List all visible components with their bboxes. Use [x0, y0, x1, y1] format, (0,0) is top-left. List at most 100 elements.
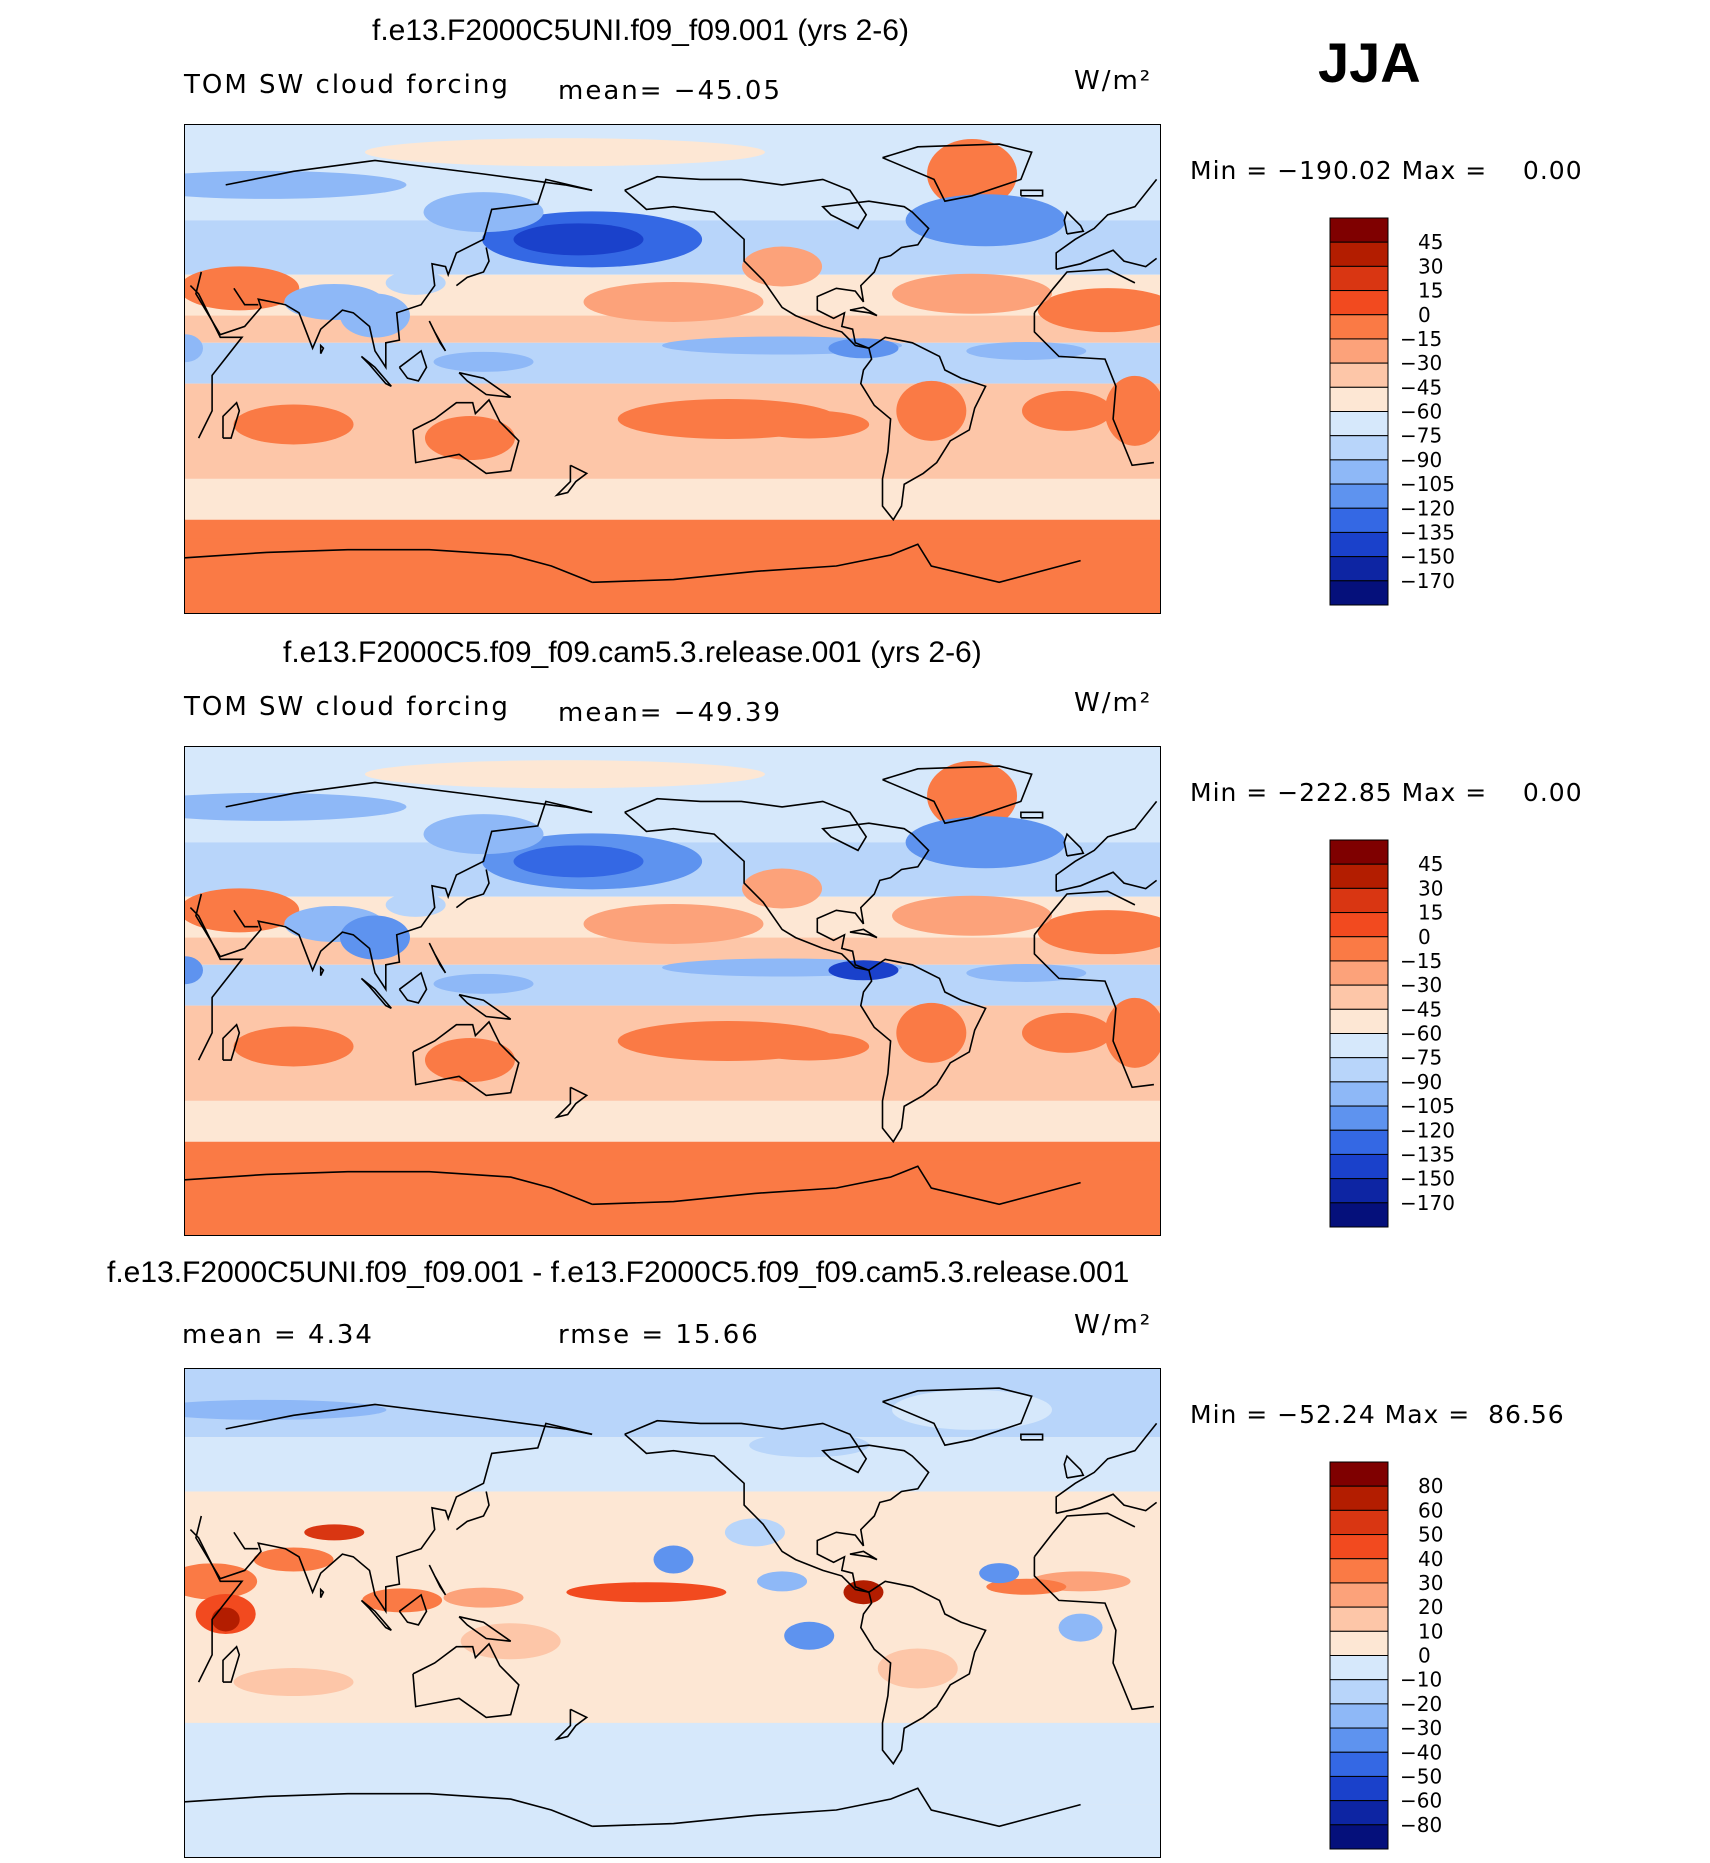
colorbar-tick-label: −120 [1400, 1118, 1455, 1142]
colorbar-swatch [1329, 1703, 1389, 1729]
panel-2-colorbar: 45 30 15 0 −15 −30 −45 −60 −75 −90 −105 −120 −135 −15… [1329, 839, 1470, 1228]
colorbar-swatch [1329, 1461, 1389, 1487]
colorbar-swatch [1329, 1655, 1389, 1681]
panel-2-variable-label: TOM SW cloud forcing [184, 692, 510, 722]
panel-1-units-label: W/m² [1074, 66, 1153, 96]
colorbar-tick-label: −60 [1400, 1789, 1442, 1813]
colorbar-tick-label: 0 [1418, 303, 1431, 327]
colorbar-swatch [1329, 1727, 1389, 1753]
colorbar-swatch [1329, 1800, 1389, 1826]
panel-1-mean-label: mean= −45.05 [558, 76, 783, 106]
colorbar-swatch [1329, 411, 1389, 437]
panel-3-colorbar: 80 60 50 40 30 20 10 0 −10 −20 −30 −40 −50 −60 −80 [1329, 1461, 1470, 1850]
colorbar-tick-label: −30 [1400, 1716, 1442, 1740]
colorbar-tick-label: −90 [1400, 1070, 1442, 1094]
colorbar-swatch [1329, 1606, 1389, 1632]
colorbar-swatch [1329, 1824, 1389, 1850]
colorbar-tick-label: −60 [1400, 400, 1442, 424]
panel-1-minmax: Min = −190.02 Max = 0.00 [1190, 156, 1583, 185]
colorbar-tick-label: 0 [1418, 1644, 1431, 1668]
colorbar-tick-label: −15 [1400, 949, 1442, 973]
panel-1-colorbar: 45 30 15 0 −15 −30 −45 −60 −75 −90 −105 −120 −135 −15… [1329, 217, 1470, 606]
colorbar-tick-label: −75 [1400, 1046, 1442, 1070]
colorbar-tick-label: 45 [1418, 230, 1443, 254]
colorbar-tick-label: 60 [1418, 1498, 1443, 1522]
colorbar-swatch [1329, 241, 1389, 267]
colorbar-tick-label: −120 [1400, 496, 1455, 520]
season-label: JJA [1318, 31, 1421, 94]
map-field [185, 747, 1160, 1235]
colorbar-tick-label: −105 [1400, 1094, 1455, 1118]
panel-1-map [184, 124, 1161, 614]
colorbar-swatch [1329, 1202, 1389, 1228]
colorbar-tick-label: −170 [1400, 1191, 1455, 1215]
colorbar-tick-label: −170 [1400, 569, 1455, 593]
panel-2-units-label: W/m² [1074, 688, 1153, 718]
colorbar-swatch [1329, 314, 1389, 340]
colorbar-tick-label: −20 [1400, 1692, 1442, 1716]
colorbar-swatch [1329, 556, 1389, 582]
colorbar-tick-label: −150 [1400, 1167, 1455, 1191]
colorbar-swatch [1329, 1033, 1389, 1059]
colorbar-tick-label: −10 [1400, 1668, 1442, 1692]
colorbar-tick-label: −105 [1400, 472, 1455, 496]
colorbar-swatch [1329, 1558, 1389, 1584]
panel-3-rmse-label: rmse = 15.66 [558, 1320, 760, 1350]
colorbar-tick-label: −90 [1400, 448, 1442, 472]
colorbar-swatch [1329, 265, 1389, 292]
panel-2-map [184, 746, 1161, 1236]
colorbar-swatch [1329, 531, 1389, 558]
colorbar-tick-label: 0 [1418, 925, 1431, 949]
colorbar-swatch [1329, 217, 1389, 243]
colorbar-swatch [1329, 507, 1389, 533]
colorbar-swatch [1329, 839, 1389, 865]
colorbar-swatch [1329, 960, 1389, 986]
panel-1-title: f.e13.F2000C5UNI.f09_f09.001 (yrs 2-6) [372, 14, 909, 47]
colorbar-swatch [1329, 936, 1389, 962]
colorbar-tick-label: −40 [1400, 1740, 1442, 1764]
colorbar-tick-label: −150 [1400, 545, 1455, 569]
colorbar-swatch [1329, 887, 1389, 914]
colorbar-tick-label: −15 [1400, 327, 1442, 351]
colorbar-tick-label: 15 [1418, 279, 1443, 303]
colorbar-swatch [1329, 912, 1389, 938]
colorbar-tick-label: 30 [1418, 1571, 1443, 1595]
colorbar-swatch [1329, 1679, 1389, 1705]
colorbar-swatch [1329, 459, 1389, 485]
colorbar-tick-label: −135 [1400, 520, 1455, 544]
colorbar-tick-label: 80 [1418, 1474, 1443, 1498]
colorbar-swatch [1329, 1534, 1389, 1560]
colorbar-tick-label: 40 [1418, 1547, 1443, 1571]
colorbar-swatch [1329, 1105, 1389, 1131]
panel-2-minmax: Min = −222.85 Max = 0.00 [1190, 778, 1583, 807]
colorbar-tick-label: 50 [1418, 1523, 1443, 1547]
colorbar-swatch [1329, 483, 1389, 509]
colorbar-swatch [1329, 1057, 1389, 1083]
colorbar-swatch [1329, 863, 1389, 889]
colorbar-tick-label: −50 [1400, 1764, 1442, 1788]
panel-3-minmax: Min = −52.24 Max = 86.56 [1190, 1400, 1565, 1429]
colorbar-swatch [1329, 1485, 1389, 1511]
colorbar-swatch [1329, 1081, 1389, 1107]
panel-2-mean-label: mean= −49.39 [558, 698, 783, 728]
colorbar-swatch [1329, 290, 1389, 316]
colorbar-swatch [1329, 1751, 1389, 1777]
colorbar-tick-label: 30 [1418, 254, 1443, 278]
colorbar-tick-label: 45 [1418, 852, 1443, 876]
colorbar-swatch [1329, 1630, 1389, 1656]
colorbar-swatch [1329, 1509, 1389, 1536]
colorbar-swatch [1329, 1178, 1389, 1204]
colorbar-tick-label: 30 [1418, 876, 1443, 900]
colorbar-tick-label: −30 [1400, 351, 1442, 375]
colorbar-swatch [1329, 1153, 1389, 1180]
colorbar-tick-label: 20 [1418, 1595, 1443, 1619]
colorbar-swatch [1329, 435, 1389, 461]
colorbar-swatch [1329, 984, 1389, 1010]
panel-3-title: f.e13.F2000C5UNI.f09_f09.001 - f.e13.F20… [107, 1256, 1130, 1289]
panel-1-variable-label: TOM SW cloud forcing [184, 70, 510, 100]
colorbar-tick-label: −30 [1400, 973, 1442, 997]
panel-3-mean-label: mean = 4.34 [182, 1320, 374, 1350]
colorbar-tick-label: −45 [1400, 997, 1442, 1021]
colorbar-tick-label: −80 [1400, 1813, 1442, 1837]
colorbar-swatch [1329, 362, 1389, 388]
